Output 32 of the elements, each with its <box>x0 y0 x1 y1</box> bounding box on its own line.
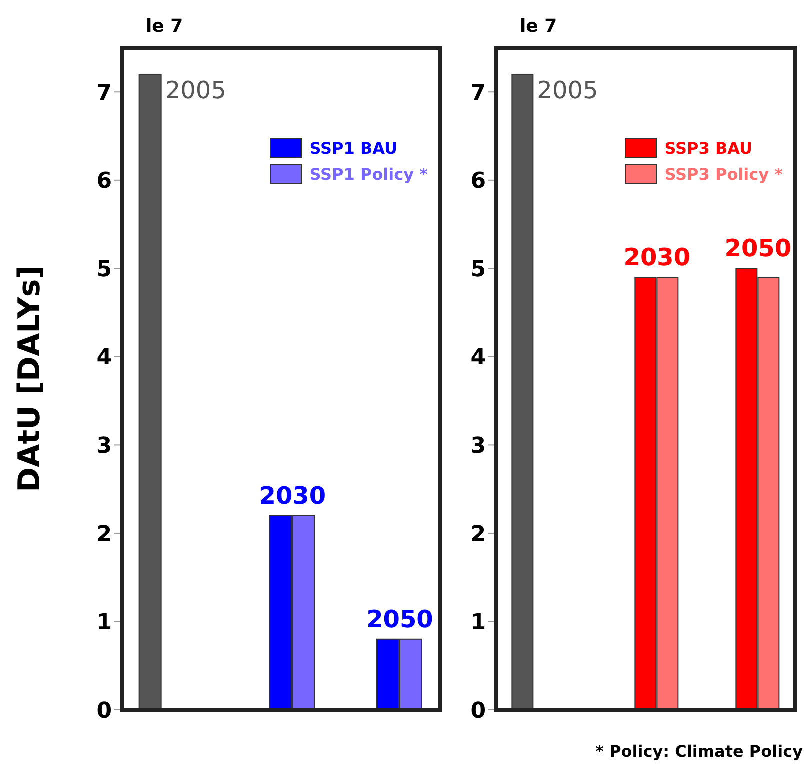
text: le 7 <box>520 16 558 37</box>
x-tick-label: 2050 <box>724 234 792 263</box>
legend-label: SSP1 Policy * <box>310 164 428 184</box>
x-tick-label: 2005 <box>165 76 226 104</box>
y-tick-label: 2 <box>96 522 112 548</box>
y-tick-label: 5 <box>96 257 112 282</box>
y-tick-label: 3 <box>96 434 112 460</box>
text: le 7 <box>146 16 184 37</box>
legend-label: SSP1 BAU <box>310 138 398 158</box>
y-tick-label: 0 <box>470 698 486 724</box>
y-tick-label: 0 <box>96 698 112 724</box>
y-tick-label: 6 <box>96 169 112 194</box>
x-tick-label: 2030 <box>259 482 326 510</box>
legend-label: SSP3 Policy * <box>664 164 783 184</box>
y-tick-label: 2 <box>470 522 486 548</box>
x-tick-label: 2030 <box>624 243 691 272</box>
legend-label: SSP3 BAU <box>664 138 753 158</box>
text: * Policy: Climate Policy <box>596 742 803 761</box>
x-tick-label: 2005 <box>537 76 598 104</box>
y-tick-label: 7 <box>96 80 112 106</box>
y-tick-label: 4 <box>470 346 486 371</box>
bar <box>512 74 534 710</box>
y-tick-label: 3 <box>470 434 486 460</box>
y-tick-label: 6 <box>470 169 486 194</box>
y-tick-label: 5 <box>470 257 486 282</box>
x-tick-label: 2050 <box>366 605 434 634</box>
y-axis-title: DAtU [DALYs] <box>12 266 48 492</box>
bar <box>138 74 162 710</box>
y-tick-label: 1 <box>470 610 486 636</box>
y-tick-label: 7 <box>470 80 486 106</box>
y-tick-label: 4 <box>96 346 112 371</box>
y-tick-label: 1 <box>96 610 112 636</box>
